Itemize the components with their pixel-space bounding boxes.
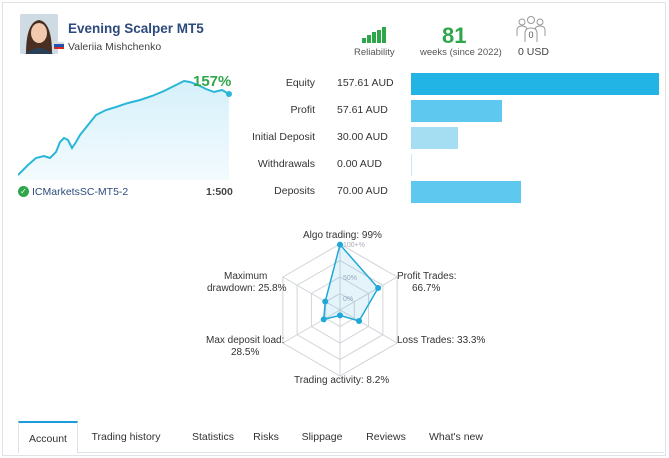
stat-bar xyxy=(411,181,521,203)
tab-slippage[interactable]: Slippage xyxy=(301,431,343,443)
country-flag-icon xyxy=(54,42,64,49)
stat-value: 30.00 AUD xyxy=(337,131,388,143)
tab-bar: Account Trading history Statistics Risks… xyxy=(18,421,664,453)
radar-label-loss-trades: Loss Trades: 33.3% xyxy=(397,335,486,346)
reliability-label: Reliability xyxy=(354,47,395,58)
stat-label: Withdrawals xyxy=(257,158,315,170)
stat-value: 157.61 AUD xyxy=(337,77,394,89)
stat-label: Deposits xyxy=(274,185,315,197)
radar-label-max-drawdown: Maximum xyxy=(224,271,268,282)
radar-data-point xyxy=(375,284,382,291)
growth-line xyxy=(18,79,230,176)
stat-bar xyxy=(411,73,659,95)
author-avatar[interactable] xyxy=(20,14,58,54)
radar-data-area xyxy=(322,243,380,322)
radar-axis xyxy=(282,309,341,344)
leverage-value: 1:500 xyxy=(206,186,233,198)
stat-row-initial-deposit: Initial Deposit 30.00 AUD xyxy=(240,127,664,149)
radar-label-max-deposit-load: Max deposit load: xyxy=(206,335,285,346)
subscribers-count: 0 xyxy=(528,30,533,40)
radar-data-point xyxy=(322,298,329,305)
stat-label: Equity xyxy=(285,77,315,89)
stat-row-deposits: Deposits 70.00 AUD xyxy=(240,181,664,203)
radar-value-max-drawdown: drawdown: 25.8% xyxy=(207,283,287,294)
tab-risks[interactable]: Risks xyxy=(253,431,279,443)
risk-radar-chart: 100+% 50% 0% xyxy=(282,241,398,377)
tab-account[interactable]: Account xyxy=(18,421,78,453)
tab-whats-new[interactable]: What's new xyxy=(429,431,483,443)
growth-percent: 157% xyxy=(193,73,232,90)
stat-label: Initial Deposit xyxy=(251,131,315,143)
radar-label-trading-activity: Trading activity: 8.2% xyxy=(294,375,390,386)
radar-ring-label: 100+% xyxy=(343,242,365,249)
stat-row-withdrawals: Withdrawals 0.00 AUD xyxy=(240,154,664,176)
tab-trading-history[interactable]: Trading history xyxy=(91,431,161,443)
growth-chart[interactable] xyxy=(18,70,238,180)
growth-endpoint xyxy=(226,91,232,97)
radar-axis xyxy=(339,276,398,311)
verified-check-icon: ✓ xyxy=(18,186,29,197)
radar-label-profit-trades: Profit Trades: xyxy=(397,271,457,282)
stat-row-profit: Profit 57.61 AUD xyxy=(240,100,664,122)
stat-bar xyxy=(411,127,458,149)
radar-axis xyxy=(282,276,341,311)
radar-label-algo-trading: Algo trading: 99% xyxy=(303,230,382,241)
radar-data-point xyxy=(337,241,343,248)
growth-area xyxy=(18,81,229,180)
stat-row-equity: Equity 157.61 AUD xyxy=(240,73,664,95)
subscribers-icon: 0 xyxy=(516,16,546,42)
radar-value-max-deposit-load: 28.5% xyxy=(231,347,260,358)
stat-value: 0.00 AUD xyxy=(337,158,382,170)
radar-value-profit-trades: 66.7% xyxy=(412,283,441,294)
weeks-value: 81 xyxy=(442,23,467,48)
signal-name-link[interactable]: Evening Scalper MT5 xyxy=(68,21,204,36)
broker-server[interactable]: ICMarketsSC-MT5-2 xyxy=(32,186,129,198)
stat-label: Profit xyxy=(290,104,315,116)
stat-value: 57.61 AUD xyxy=(337,104,388,116)
stat-bar xyxy=(411,100,502,122)
reliability-bars-icon xyxy=(362,27,388,43)
subscribers-value: 0 USD xyxy=(518,46,549,58)
radar-data-point xyxy=(320,316,327,323)
radar-ring-label: 50% xyxy=(343,275,357,282)
author-name-link[interactable]: Valeriia Mishchenko xyxy=(68,41,162,53)
radar-ring-label: 0% xyxy=(343,296,353,303)
weeks-label: weeks (since 2022) xyxy=(420,47,502,58)
tab-reviews[interactable]: Reviews xyxy=(366,431,406,443)
tab-bar-divider xyxy=(18,452,664,453)
stat-value: 70.00 AUD xyxy=(337,185,388,197)
radar-data-point xyxy=(356,317,363,324)
radar-axis xyxy=(339,309,398,344)
stat-bar xyxy=(411,154,412,176)
radar-data-point xyxy=(337,312,343,319)
tab-statistics[interactable]: Statistics xyxy=(191,431,234,443)
